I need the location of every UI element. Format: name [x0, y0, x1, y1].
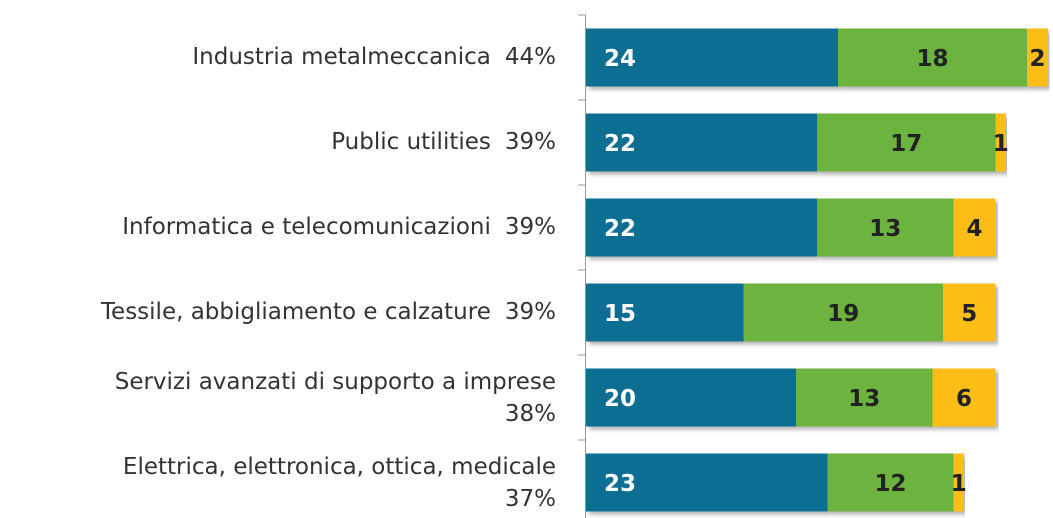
bar-segment	[1027, 28, 1048, 87]
bar-segment	[743, 283, 943, 342]
data-label: 22	[604, 131, 636, 157]
data-label: 20	[604, 386, 636, 412]
data-label: 5	[961, 301, 977, 327]
data-label: 22	[604, 216, 636, 242]
data-label: 13	[869, 216, 901, 242]
bar-segment	[838, 28, 1027, 87]
bar-segment	[796, 368, 933, 427]
category-label: Servizi avanzati di supporto a imprese	[115, 369, 556, 395]
category-label: Industria metalmeccanica	[192, 44, 491, 70]
data-label: 1	[993, 131, 1009, 157]
bar-segment	[995, 113, 1006, 172]
data-label: 13	[848, 386, 880, 412]
data-label: 23	[604, 471, 636, 497]
data-label: 17	[890, 131, 922, 157]
total-label: 37%	[505, 486, 556, 512]
category-label: Public utilities	[331, 129, 491, 155]
data-label: 18	[916, 46, 948, 72]
data-label: 15	[604, 301, 636, 327]
total-label: 44%	[505, 44, 556, 70]
category-label: Informatica e telecomunicazioni	[122, 214, 491, 240]
bar-segment	[586, 283, 744, 342]
bar-segment	[943, 283, 996, 342]
category-label: Elettrica, elettronica, ottica, medicale	[123, 454, 556, 480]
bar-segment	[817, 198, 954, 257]
bar-segment	[586, 28, 838, 87]
category-label: Tessile, abbigliamento e calzature	[100, 299, 491, 325]
total-label: 39%	[505, 299, 556, 325]
data-label: 1	[951, 471, 967, 497]
bar-segment	[586, 368, 796, 427]
total-label: 39%	[505, 214, 556, 240]
bar-segment	[827, 453, 954, 512]
bar-segment	[932, 368, 996, 427]
data-label: 4	[966, 216, 982, 242]
bar-segment	[586, 453, 828, 512]
bar-segment	[586, 113, 817, 172]
data-label: 2	[1029, 46, 1045, 72]
data-label: 6	[956, 386, 972, 412]
data-label: 12	[874, 471, 906, 497]
total-label: 39%	[505, 129, 556, 155]
data-label: 24	[604, 46, 636, 72]
bar-segment	[817, 113, 996, 172]
bar-segment	[953, 198, 996, 257]
total-label: 38%	[505, 401, 556, 427]
data-label: 19	[827, 301, 859, 327]
bar-segment	[586, 198, 817, 257]
bar-segment	[953, 453, 964, 512]
